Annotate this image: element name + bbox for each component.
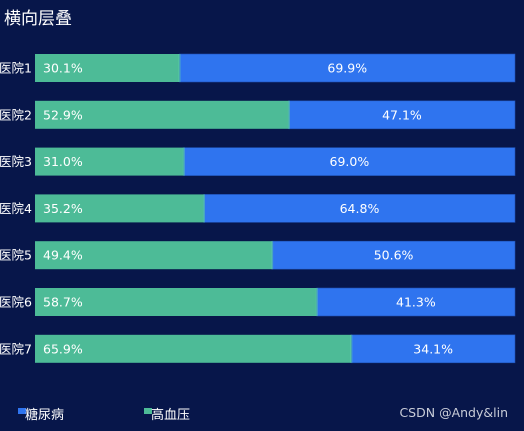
bar-segment-高血压-3[interactable] <box>35 147 184 176</box>
y-tick-label-2: 医院2 <box>0 107 32 122</box>
bar-segment-高血压-2[interactable] <box>35 100 289 129</box>
data-label-高血压-7: 65.9% <box>43 341 83 356</box>
chart-title: 横向层叠 <box>4 9 72 29</box>
data-label-糖尿病-1: 69.9% <box>327 61 367 76</box>
segment-divider-6 <box>315 288 318 316</box>
y-tick-label-1: 医院1 <box>0 61 32 76</box>
data-label-高血压-3: 31.0% <box>43 154 83 169</box>
data-label-高血压-2: 52.9% <box>43 107 83 122</box>
legend-swatch-糖尿病 <box>18 408 26 414</box>
y-tick-label-7: 医院7 <box>0 341 32 356</box>
segment-divider-4 <box>202 194 205 223</box>
y-tick-label-3: 医院3 <box>0 154 32 169</box>
legend-swatch-高血压 <box>144 408 152 414</box>
data-label-糖尿病-2: 47.1% <box>382 107 422 122</box>
plot-area: 医院1 30.1% 69.9% 医院2 52.9% 47.1% 医院3 31.0% 69.0% 医… <box>0 53 516 364</box>
data-label-高血压-4: 35.2% <box>43 201 83 216</box>
segment-divider-1 <box>178 54 181 82</box>
y-tick-label-6: 医院6 <box>0 295 32 310</box>
bar-segment-高血压-6[interactable] <box>35 288 317 316</box>
bar-segment-糖尿病-3[interactable] <box>183 147 516 176</box>
segment-divider-5 <box>271 241 274 270</box>
data-label-糖尿病-6: 41.3% <box>396 295 436 310</box>
bar-segment-糖尿病-4[interactable] <box>203 194 516 223</box>
legend-label-糖尿病[interactable]: 糖尿病 <box>25 407 64 423</box>
y-tick-label-5: 医院5 <box>0 248 32 263</box>
data-label-糖尿病-5: 50.6% <box>374 248 414 263</box>
y-tick-label-4: 医院4 <box>0 201 32 216</box>
bar-segment-糖尿病-6[interactable] <box>316 287 516 317</box>
data-label-高血压-5: 49.4% <box>43 248 83 263</box>
segment-divider-2 <box>287 100 290 129</box>
data-label-糖尿病-4: 64.8% <box>340 201 380 216</box>
bar-segment-高血压-1[interactable] <box>35 54 180 82</box>
bar-segment-高血压-5[interactable] <box>35 241 273 270</box>
bar-segment-糖尿病-7[interactable] <box>351 334 516 364</box>
bar-segment-高血压-7[interactable] <box>35 334 352 363</box>
bar-segment-糖尿病-1[interactable] <box>179 53 516 83</box>
legend-label-高血压[interactable]: 高血压 <box>151 407 190 423</box>
bar-segment-糖尿病-5[interactable] <box>271 240 516 270</box>
legend[interactable]: 糖尿病 高血压 <box>18 407 190 423</box>
data-label-糖尿病-7: 34.1% <box>413 341 453 356</box>
segment-divider-7 <box>350 334 353 363</box>
data-label-高血压-6: 58.7% <box>43 295 83 310</box>
data-label-高血压-1: 30.1% <box>43 61 83 76</box>
bar-segment-高血压-4[interactable] <box>35 194 204 223</box>
data-label-糖尿病-3: 69.0% <box>330 154 370 169</box>
segment-divider-3 <box>182 147 185 176</box>
watermark: CSDN @Andy&lin <box>399 405 508 420</box>
